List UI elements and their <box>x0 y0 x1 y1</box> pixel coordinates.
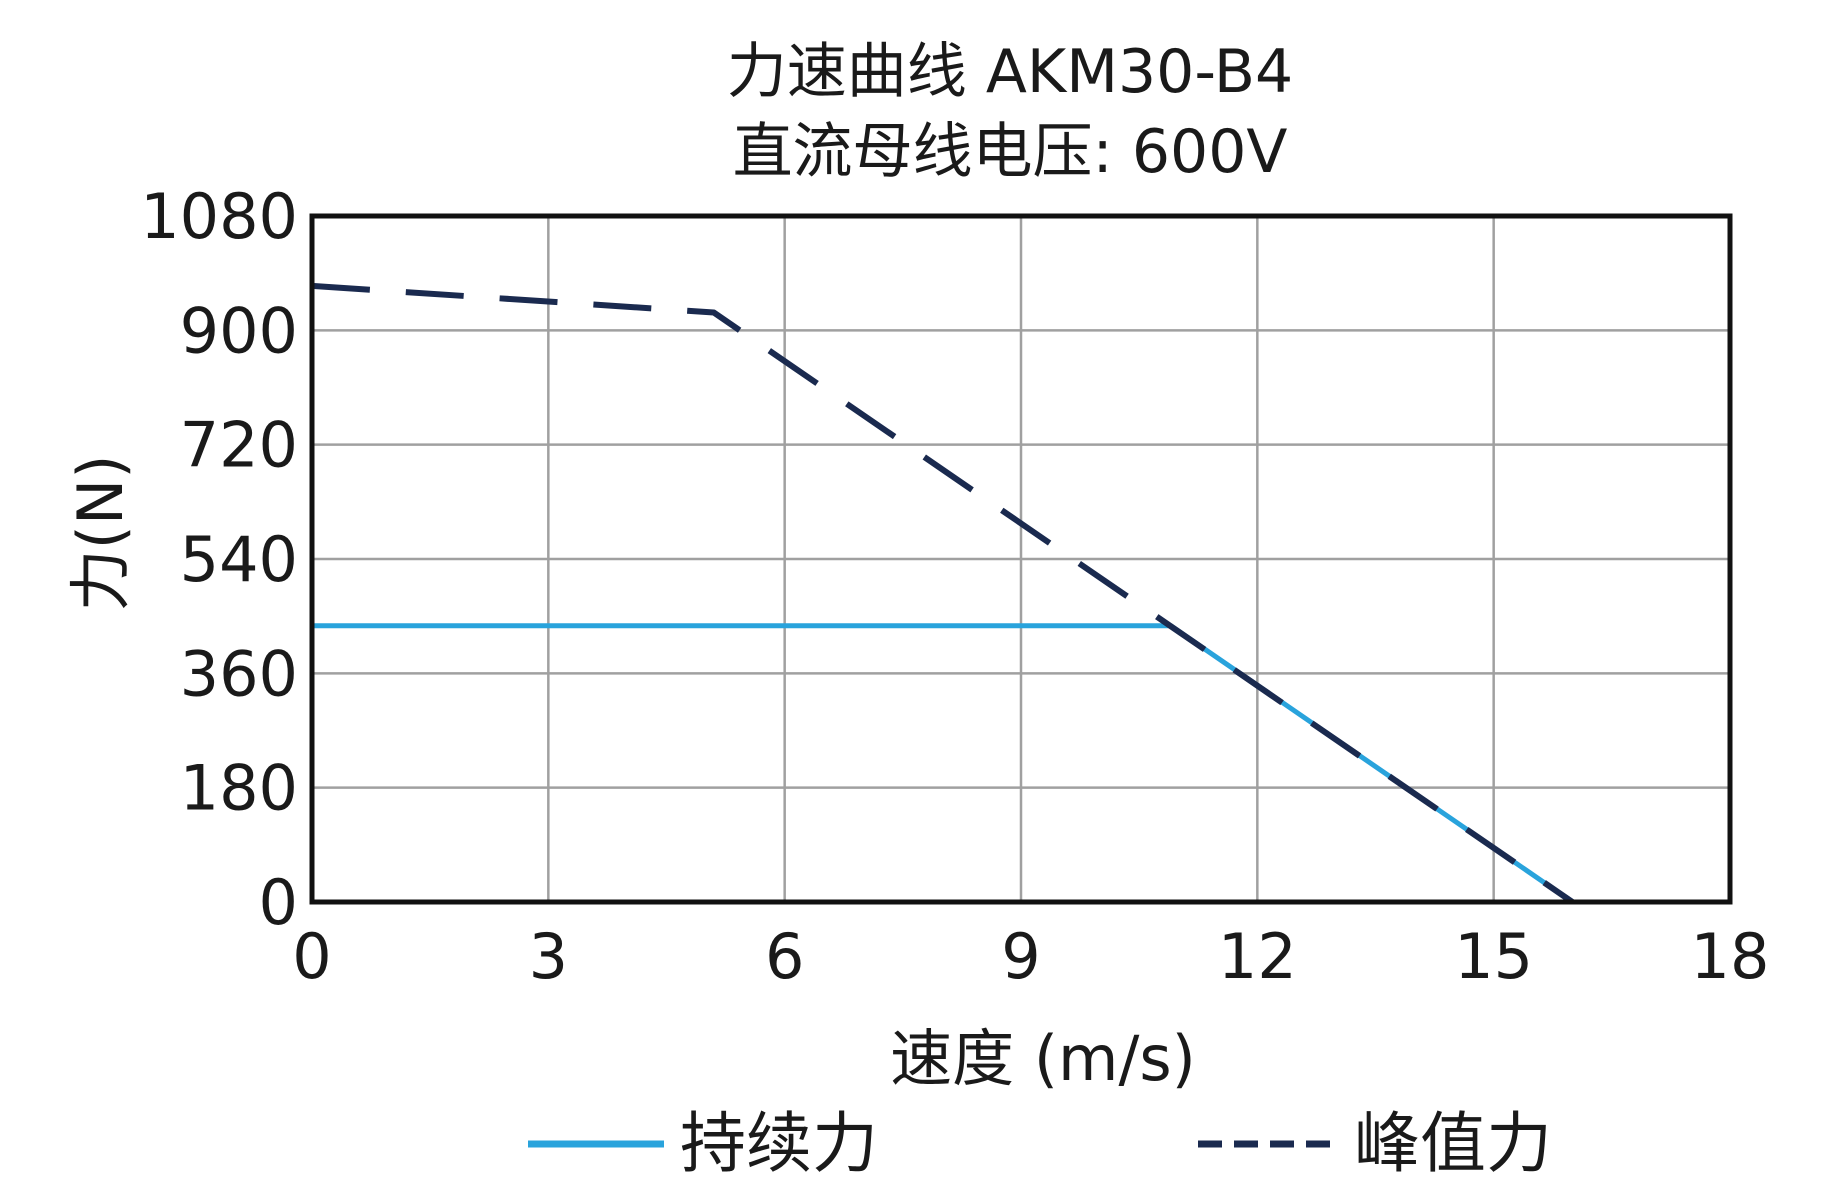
x-tick-label: 9 <box>1001 920 1040 993</box>
y-tick-label: 180 <box>180 752 298 825</box>
x-tick-label: 6 <box>765 920 804 993</box>
y-tick-label: 540 <box>180 523 298 596</box>
x-tick-label: 15 <box>1454 920 1533 993</box>
x-tick-label: 0 <box>292 920 331 993</box>
x-tick-label: 18 <box>1691 920 1770 993</box>
y-tick-label: 720 <box>180 409 298 482</box>
series-line-continuous-force <box>312 623 1574 905</box>
legend: 持续力 峰值力 <box>528 1105 1552 1182</box>
chart-title: 力速曲线 AKM30-B4 <box>727 37 1293 107</box>
x-tick-label: 12 <box>1218 920 1297 993</box>
y-tick-labels: 0 180 360 540 720 900 1080 <box>140 180 298 939</box>
plot-frame <box>309 213 1733 905</box>
series-line-peak-force <box>311 282 1575 905</box>
y-tick-label: 1080 <box>140 180 298 253</box>
x-axis-label: 速度 (m/s) <box>890 1022 1196 1095</box>
chart-subtitle: 直流母线电压: 600V <box>733 117 1288 187</box>
x-tick-labels: 0 3 6 9 12 15 18 <box>292 920 1769 993</box>
y-tick-label: 900 <box>180 294 298 367</box>
y-tick-label: 360 <box>180 637 298 710</box>
grid-lines <box>312 216 1730 902</box>
y-tick-label: 0 <box>259 866 298 939</box>
legend-label-continuous-force: 持续力 <box>680 1105 878 1180</box>
x-tick-label: 3 <box>529 920 568 993</box>
y-axis-label: 力(N) <box>64 455 137 612</box>
series-lines <box>311 282 1575 905</box>
legend-label-peak-force: 峰值力 <box>1354 1105 1552 1180</box>
